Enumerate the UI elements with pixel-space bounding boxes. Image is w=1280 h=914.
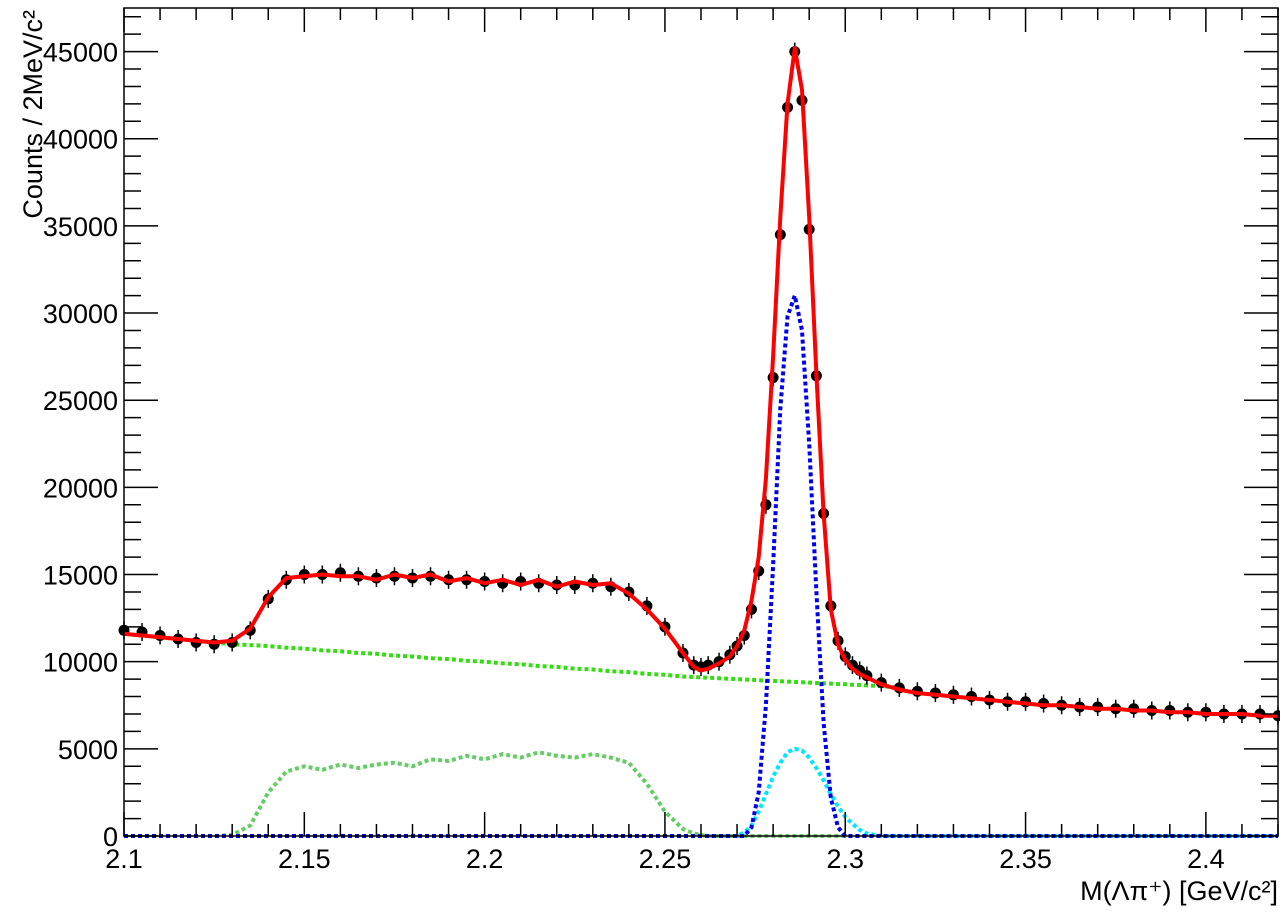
- series-layer: [118, 42, 1280, 838]
- total-fit-curve: [123, 46, 1278, 718]
- y-axis-title: Counts / 2MeV/c²: [18, 10, 48, 219]
- ticks-layer: [123, 8, 1279, 837]
- y-tick-label: 30000: [43, 299, 118, 329]
- linear-background-curve: [123, 631, 900, 690]
- y-tick-label: 0: [103, 822, 118, 852]
- x-tick-label: 2.4: [1187, 844, 1225, 874]
- y-tick-label: 15000: [43, 561, 118, 591]
- y-tick-label: 20000: [43, 473, 118, 503]
- y-tick-label: 35000: [43, 212, 118, 242]
- x-tick-label: 2.3: [826, 844, 864, 874]
- x-tick-label: 2.25: [639, 844, 692, 874]
- x-tick-label: 2.1: [105, 844, 143, 874]
- y-tick-label: 40000: [43, 125, 118, 155]
- x-tick-label: 2.2: [466, 844, 504, 874]
- y-tick-label: 25000: [43, 386, 118, 416]
- x-tick-label: 2.15: [278, 844, 331, 874]
- x-axis-title: M(Λπ⁺) [GeV/c²]: [1080, 876, 1278, 906]
- plot-frame: [123, 7, 1279, 837]
- tick-labels-layer: 2.1 2.15 2.2 2.25 2.3 2.35 2.4 0 5000 10000 15000 2…: [43, 38, 1225, 874]
- x-tick-label: 2.35: [999, 844, 1052, 874]
- y-tick-label: 10000: [43, 648, 118, 678]
- y-tick-label: 45000: [43, 38, 118, 68]
- y-tick-label: 5000: [58, 735, 118, 765]
